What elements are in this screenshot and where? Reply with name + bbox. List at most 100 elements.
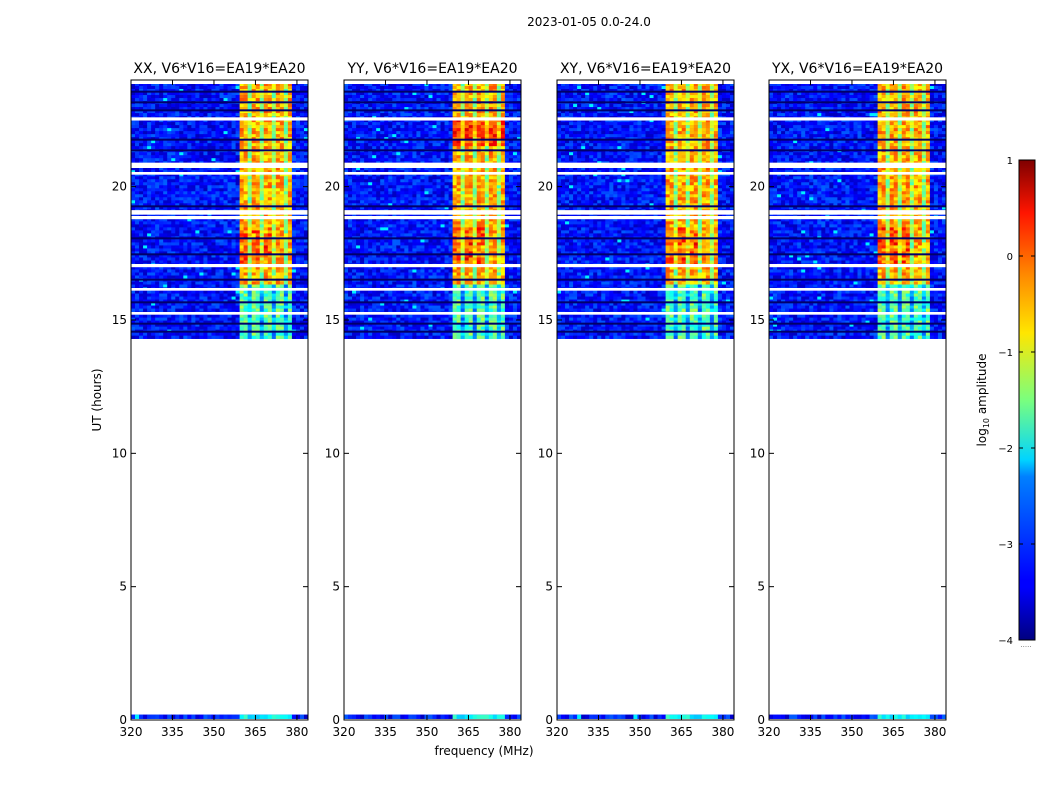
heatmap-cell bbox=[147, 309, 151, 312]
heatmap-cell bbox=[143, 242, 147, 245]
heatmap-cell bbox=[497, 125, 501, 128]
heatmap-cell bbox=[139, 155, 143, 158]
heatmap-cell bbox=[404, 86, 408, 89]
heatmap-cell bbox=[416, 715, 420, 719]
heatmap-cell bbox=[276, 260, 280, 263]
heatmap-cell bbox=[236, 188, 240, 191]
heatmap-cell bbox=[203, 98, 207, 101]
heatmap-cell bbox=[441, 146, 445, 149]
heatmap-cell bbox=[264, 128, 268, 131]
panel-title: XX, V6*V16=EA19*EA20 bbox=[133, 61, 305, 77]
heatmap-cell bbox=[155, 230, 159, 233]
heatmap-cell bbox=[155, 282, 159, 285]
heatmap-cell bbox=[280, 113, 284, 116]
heatmap-cell bbox=[348, 86, 352, 89]
heatmap-cell bbox=[175, 233, 179, 236]
heatmap-cell bbox=[143, 282, 147, 285]
heatmap-cell bbox=[171, 197, 175, 200]
heatmap-cell bbox=[199, 185, 203, 188]
heatmap-cell bbox=[276, 297, 280, 300]
heatmap-cell bbox=[135, 221, 139, 224]
heatmap-cell bbox=[469, 134, 473, 137]
heatmap-cell bbox=[380, 128, 384, 131]
heatmap-cell bbox=[232, 104, 236, 107]
heatmap-cell bbox=[268, 104, 272, 107]
heatmap-cell bbox=[131, 309, 135, 312]
heatmap-cell bbox=[400, 113, 404, 116]
heatmap-cell bbox=[147, 194, 151, 197]
heatmap-cell bbox=[159, 131, 163, 134]
heatmap-cell bbox=[175, 155, 179, 158]
heatmap-cell bbox=[248, 176, 252, 179]
heatmap-cell bbox=[167, 185, 171, 188]
heatmap-cell bbox=[179, 122, 183, 125]
heatmap-cell bbox=[501, 104, 505, 107]
heatmap-cell bbox=[296, 333, 300, 336]
heatmap-cell bbox=[199, 221, 203, 224]
heatmap-cell bbox=[207, 233, 211, 236]
heatmap-cell bbox=[207, 336, 211, 339]
heatmap-cell bbox=[191, 315, 195, 318]
heatmap-cell bbox=[260, 146, 264, 149]
heatmap-cell bbox=[179, 197, 183, 200]
heatmap-cell bbox=[187, 224, 191, 227]
heatmap-cell bbox=[171, 336, 175, 339]
heatmap-cell bbox=[376, 98, 380, 101]
heatmap-cell bbox=[268, 194, 272, 197]
heatmap-cell bbox=[505, 134, 509, 137]
heatmap-cell bbox=[248, 95, 252, 98]
heatmap-cell bbox=[292, 128, 296, 131]
heatmap-cell bbox=[264, 131, 268, 134]
heatmap-cell bbox=[203, 239, 207, 242]
heatmap-cell bbox=[183, 333, 187, 336]
heatmap-cell bbox=[211, 185, 215, 188]
heatmap-cell bbox=[300, 188, 304, 191]
heatmap-cell bbox=[199, 285, 203, 288]
heatmap-cell bbox=[453, 143, 457, 146]
heatmap-cell bbox=[368, 146, 372, 149]
heatmap-cell bbox=[179, 315, 183, 318]
heatmap-cell bbox=[264, 158, 268, 161]
heatmap-cell bbox=[292, 95, 296, 98]
heatmap-cell bbox=[203, 158, 207, 161]
heatmap-cell bbox=[396, 122, 400, 125]
heatmap-cell bbox=[159, 179, 163, 182]
heatmap-cell bbox=[256, 233, 260, 236]
heatmap-cell bbox=[256, 176, 260, 179]
heatmap-cell bbox=[264, 113, 268, 116]
heatmap-cell bbox=[264, 257, 268, 260]
heatmap-cell bbox=[296, 294, 300, 297]
heatmap-cell bbox=[175, 176, 179, 179]
heatmap-cell bbox=[260, 327, 264, 330]
heatmap-cell bbox=[135, 188, 139, 191]
heatmap-cell bbox=[300, 182, 304, 185]
heatmap-cell bbox=[203, 95, 207, 98]
heatmap-cell bbox=[256, 179, 260, 182]
heatmap-cell bbox=[131, 336, 135, 339]
heatmap-cell bbox=[449, 95, 453, 98]
heatmap-cell bbox=[280, 715, 284, 719]
heatmap-cell bbox=[376, 86, 380, 89]
heatmap-cell bbox=[224, 185, 228, 188]
heatmap-cell bbox=[368, 122, 372, 125]
heatmap-cell bbox=[252, 194, 256, 197]
heatmap-cell bbox=[143, 715, 147, 719]
heatmap-cell bbox=[300, 285, 304, 288]
heatmap-cell bbox=[272, 179, 276, 182]
heatmap-cell bbox=[433, 98, 437, 101]
heatmap-block bbox=[131, 715, 308, 719]
heatmap-cell bbox=[151, 233, 155, 236]
heatmap-cell bbox=[272, 315, 276, 318]
heatmap-cell bbox=[151, 333, 155, 336]
heatmap-cell bbox=[505, 128, 509, 131]
heatmap-cell bbox=[155, 152, 159, 155]
heatmap-cell bbox=[183, 306, 187, 309]
heatmap-cell bbox=[215, 131, 219, 134]
heatmap-cell bbox=[236, 318, 240, 321]
heatmap-cell bbox=[272, 260, 276, 263]
heatmap-cell bbox=[268, 257, 272, 260]
heatmap-cell bbox=[163, 294, 167, 297]
heatmap-cell bbox=[191, 239, 195, 242]
heatmap-cell bbox=[473, 128, 477, 131]
heatmap-cell bbox=[159, 191, 163, 194]
